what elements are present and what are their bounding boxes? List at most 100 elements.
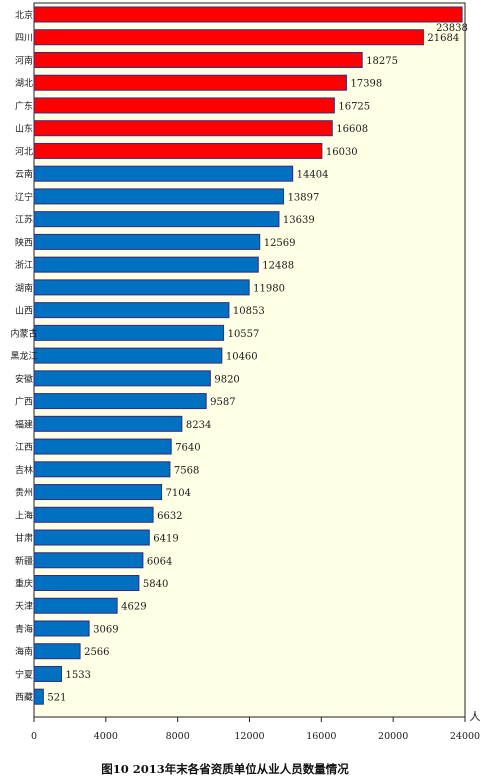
bar	[33, 575, 140, 591]
bar	[33, 506, 154, 523]
value-label: 6419	[153, 534, 178, 545]
category-label: 辽宁	[15, 191, 33, 203]
value-label: 1533	[66, 670, 91, 681]
bar	[33, 597, 118, 614]
value-label: 9587	[210, 397, 235, 408]
value-label: 10557	[228, 329, 260, 340]
value-label: 8234	[186, 420, 211, 431]
value-label: 4629	[121, 602, 146, 613]
x-tick-label: 8000	[166, 731, 190, 742]
category-label: 四川	[15, 34, 33, 44]
category-label: 新疆	[15, 555, 33, 567]
x-tick-label: 4000	[94, 731, 118, 742]
x-axis-unit-label: 人	[470, 710, 481, 723]
value-label: 16725	[338, 101, 370, 112]
bars-group	[33, 6, 463, 705]
value-label: 2566	[84, 647, 109, 658]
category-label: 河南	[15, 54, 33, 66]
bar	[33, 120, 333, 137]
value-label: 18275	[366, 56, 398, 67]
bar	[33, 552, 144, 569]
bar	[33, 233, 261, 250]
category-label: 山东	[15, 123, 33, 135]
category-label: 安徽	[15, 373, 33, 385]
bar	[33, 97, 335, 114]
x-tick-label: 0	[31, 731, 37, 742]
bar	[33, 74, 347, 91]
bar	[33, 665, 63, 682]
category-label: 青海	[15, 623, 33, 635]
bar	[33, 51, 363, 68]
category-label: 湖北	[15, 78, 33, 89]
category-label: 天津	[15, 601, 33, 612]
bar	[33, 302, 230, 319]
category-label: 吉林	[15, 464, 33, 476]
bar	[33, 461, 171, 478]
category-label: 陕西	[15, 236, 33, 248]
category-label: 甘肃	[15, 532, 33, 544]
category-label: 福建	[15, 418, 33, 430]
bar	[33, 643, 81, 660]
value-label: 14404	[297, 170, 329, 181]
figure-caption: 图10 2013年末各省资质单位从业人员数量情况	[101, 762, 349, 776]
value-label: 16608	[336, 124, 368, 135]
bar	[33, 165, 294, 182]
value-label: 6632	[157, 511, 182, 522]
category-label: 山西	[15, 306, 33, 317]
value-label: 13897	[288, 192, 320, 203]
value-label: 23838	[436, 23, 468, 34]
category-label: 上海	[15, 509, 33, 521]
value-label: 6064	[147, 556, 172, 567]
bar	[33, 620, 90, 637]
x-tick-label: 24000	[450, 731, 480, 742]
value-label: 7104	[166, 488, 191, 499]
bar	[33, 188, 285, 205]
category-label: 江苏	[15, 214, 33, 226]
bar	[33, 324, 225, 341]
x-tick-label: 12000	[234, 731, 264, 742]
bar	[33, 29, 424, 46]
value-label: 12569	[264, 238, 296, 249]
bar	[33, 688, 44, 705]
bar	[33, 529, 150, 546]
category-label: 内蒙古	[10, 327, 37, 339]
value-label: 10853	[233, 306, 265, 317]
x-axis-ticks-group: 0 4000 8000 12000 16000 20000 24000	[31, 717, 480, 742]
bar	[33, 347, 223, 364]
bar	[33, 256, 259, 273]
value-label: 7568	[174, 465, 199, 476]
value-label: 12488	[262, 261, 294, 272]
value-label: 521	[47, 693, 66, 704]
bar	[33, 6, 463, 23]
value-label: 9820	[214, 374, 239, 385]
category-label: 云南	[15, 168, 33, 180]
category-label: 西藏	[15, 691, 33, 703]
value-label: 21684	[427, 33, 459, 44]
bar	[33, 415, 183, 432]
x-tick-label: 16000	[306, 731, 336, 742]
value-label: 3069	[93, 624, 118, 635]
bar	[33, 370, 211, 387]
category-label: 浙江	[15, 259, 33, 271]
category-label: 黑龙江	[10, 350, 37, 362]
x-tick-label: 20000	[378, 731, 408, 742]
category-label: 贵州	[15, 487, 33, 499]
category-label: 宁夏	[15, 668, 33, 680]
value-label: 16030	[326, 147, 358, 158]
bar	[33, 142, 323, 159]
value-label: 11980	[253, 283, 285, 294]
bar	[33, 211, 280, 228]
value-label: 5840	[143, 579, 168, 590]
category-labels-group: 北京四川河南湖北广东山东河北云南辽宁江苏陕西浙江湖南山西内蒙古黑龙江安徽广西福建…	[10, 9, 37, 703]
bar	[33, 438, 172, 455]
category-label: 广西	[15, 396, 33, 408]
bar	[33, 279, 250, 296]
category-label: 重庆	[15, 578, 33, 590]
category-label: 河北	[15, 145, 33, 157]
category-label: 江西	[15, 442, 33, 453]
value-label: 13639	[283, 215, 315, 226]
value-label: 10460	[226, 352, 258, 363]
category-label: 广东	[15, 100, 33, 112]
